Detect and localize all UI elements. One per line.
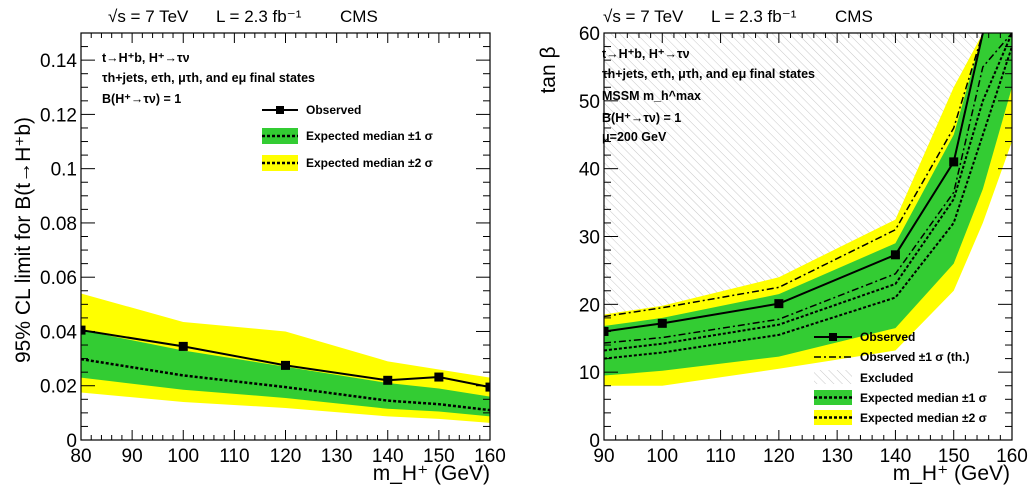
left-observed-point-100 bbox=[178, 341, 188, 351]
left-legend-expected-2sigma: Expected median ±2 σ bbox=[262, 155, 433, 171]
right-ytick-label: 40 bbox=[579, 160, 600, 181]
right-header: √s = 7 TeV L = 2.3 fb⁻¹ CMS bbox=[603, 7, 873, 26]
right-annotation-mu: μ=200 GeV bbox=[602, 130, 667, 144]
right-observed-point-140 bbox=[890, 250, 900, 260]
right-expected-median-lower-line bbox=[604, 46, 1012, 360]
left-band-1sigma bbox=[81, 330, 490, 417]
left-xtick-label: 120 bbox=[270, 446, 302, 467]
right-observed-point-100 bbox=[657, 318, 667, 328]
right-band-1sigma bbox=[604, 33, 1012, 376]
left-observed-point-80 bbox=[81, 325, 86, 335]
right-ytick-label: 50 bbox=[579, 92, 600, 113]
right-xtick-label: 140 bbox=[880, 446, 912, 467]
left-header-experiment: CMS bbox=[340, 7, 378, 26]
right-legend-observed: Observed bbox=[814, 330, 915, 344]
right-expected-median-upper-line bbox=[604, 33, 1012, 352]
right-xtick-label: 100 bbox=[646, 446, 678, 467]
right-header-lumi: L = 2.3 fb⁻¹ bbox=[711, 7, 797, 26]
right-ytick-label: 10 bbox=[579, 363, 600, 384]
left-xtick-label: 160 bbox=[474, 446, 506, 467]
right-x-axis-label: m_H⁺ (GeV) bbox=[893, 462, 1010, 485]
left-annotations: t→H⁺b, H⁺→τν τh+jets, eτh, μτh, and eμ f… bbox=[102, 51, 315, 106]
left-legend-observed: Observed bbox=[262, 103, 361, 117]
right-xtick-label: 150 bbox=[938, 446, 970, 467]
right-legend-observed-label: Observed bbox=[860, 330, 915, 344]
right-xtick-label: 130 bbox=[821, 446, 853, 467]
left-y-axis-label: 95% CL limit for B(t→H⁺b) bbox=[12, 117, 35, 363]
left-ytick-label: 0 bbox=[66, 431, 77, 452]
right-panel: √s = 7 TeV L = 2.3 fb⁻¹ CMS 90 100 110 120 1… bbox=[537, 7, 1028, 485]
right-legend-expected-2sigma-label: Expected median ±2 σ bbox=[860, 411, 987, 425]
left-legend-expected-1sigma: Expected median ±1 σ bbox=[262, 128, 433, 144]
left-header: √s = 7 TeV L = 2.3 fb⁻¹ CMS bbox=[108, 7, 378, 26]
left-xtick-label: 100 bbox=[167, 446, 199, 467]
right-observed-th-lower-line bbox=[604, 33, 1012, 344]
left-annotation-final-states: τh+jets, eτh, μτh, and eμ final states bbox=[102, 71, 315, 85]
left-ytick-label: 0.02 bbox=[40, 377, 77, 398]
right-legend-excluded: Excluded bbox=[814, 370, 913, 385]
left-plot-contents bbox=[81, 293, 490, 423]
left-xtick-label: 110 bbox=[219, 446, 249, 467]
right-observed-line bbox=[604, 33, 984, 333]
right-annotation-br: B(H⁺→τν) = 1 bbox=[602, 111, 681, 125]
right-annotation-process: t→H⁺b, H⁺→τν bbox=[602, 47, 690, 61]
right-legend-expected-1sigma: Expected median ±1 σ bbox=[814, 390, 987, 405]
left-legend: Observed Expected median ±1 σ Expected m… bbox=[262, 103, 433, 171]
left-legend-expected-2sigma-label: Expected median ±2 σ bbox=[306, 156, 433, 170]
right-observed-point-120 bbox=[774, 299, 784, 309]
right-xtick-label: 120 bbox=[763, 446, 795, 467]
right-ytick-label: 60 bbox=[579, 24, 600, 45]
right-annotation-final-states: τh+jets, eτh, μτh, and eμ final states bbox=[602, 67, 815, 81]
left-header-lumi: L = 2.3 fb⁻¹ bbox=[216, 7, 302, 26]
right-ytick-label: 0 bbox=[589, 431, 600, 452]
right-plot-area: 90 100 110 120 130 140 150 160 0 10 20 30 40 50 60 bbox=[579, 24, 1028, 467]
left-ytick-label: 0.14 bbox=[40, 51, 77, 72]
left-ytick-label: 0.08 bbox=[40, 214, 77, 235]
left-expected-median-line bbox=[81, 357, 490, 412]
left-ytick-label: 0.04 bbox=[40, 322, 77, 343]
left-xtick-label: 80 bbox=[70, 446, 91, 467]
left-observed-point-160 bbox=[485, 382, 490, 392]
right-excluded-region bbox=[604, 33, 983, 317]
left-observed-point-150 bbox=[434, 372, 444, 382]
right-header-experiment: CMS bbox=[835, 7, 873, 26]
left-panel: √s = 7 TeV L = 2.3 fb⁻¹ CMS 80 90 100 110 12… bbox=[12, 7, 506, 485]
left-header-energy: √s = 7 TeV bbox=[108, 7, 189, 26]
left-annotation-process: t→H⁺b, H⁺→τν bbox=[102, 51, 190, 65]
left-x-axis-label: m_H⁺ (GeV) bbox=[373, 462, 490, 485]
right-observed-th-upper-line bbox=[604, 33, 984, 318]
right-legend-observed-th-label: Observed ±1 σ (th.) bbox=[860, 350, 969, 364]
right-annotation-scenario: MSSM m_h^max bbox=[602, 89, 701, 103]
right-header-energy: √s = 7 TeV bbox=[603, 7, 684, 26]
right-ytick-label: 30 bbox=[579, 228, 600, 249]
right-plot-contents bbox=[604, 33, 1012, 386]
right-legend-expected-1sigma-label: Expected median ±1 σ bbox=[860, 391, 987, 405]
right-y-axis-label: tan β bbox=[537, 46, 560, 93]
left-xtick-label: 140 bbox=[372, 446, 404, 467]
right-ytick-label: 20 bbox=[579, 295, 600, 316]
right-xtick-label: 160 bbox=[996, 446, 1028, 467]
right-legend-observed-th: Observed ±1 σ (th.) bbox=[814, 350, 969, 364]
left-xtick-label: 90 bbox=[122, 446, 143, 467]
right-legend: Observed Observed ±1 σ (th.) Excluded Ex… bbox=[814, 330, 987, 425]
right-annotations: t→H⁺b, H⁺→τν τh+jets, eτh, μτh, and eμ f… bbox=[602, 47, 815, 144]
left-ytick-label: 0.1 bbox=[51, 160, 77, 181]
left-ytick-label: 0.06 bbox=[40, 268, 77, 289]
right-observed-point-150 bbox=[949, 157, 959, 167]
right-legend-excluded-label: Excluded bbox=[860, 371, 913, 385]
right-xtick-label: 90 bbox=[593, 446, 614, 467]
right-xtick-label: 110 bbox=[705, 446, 735, 467]
left-ytick-label: 0.12 bbox=[40, 105, 77, 126]
left-xtick-label: 150 bbox=[423, 446, 455, 467]
left-observed-point-140 bbox=[383, 375, 393, 385]
left-xtick-label: 130 bbox=[321, 446, 353, 467]
left-observed-point-120 bbox=[281, 360, 290, 370]
left-plot-area: 80 90 100 110 120 130 140 150 160 0 0.02 0.04 0.06 0.… bbox=[40, 32, 506, 467]
left-annotation-br: B(H⁺→τν) = 1 bbox=[102, 92, 181, 106]
left-observed-line bbox=[81, 329, 490, 389]
left-legend-expected-1sigma-label: Expected median ±1 σ bbox=[306, 129, 433, 143]
right-legend-expected-2sigma: Expected median ±2 σ bbox=[814, 410, 987, 425]
left-legend-observed-label: Observed bbox=[306, 103, 361, 117]
